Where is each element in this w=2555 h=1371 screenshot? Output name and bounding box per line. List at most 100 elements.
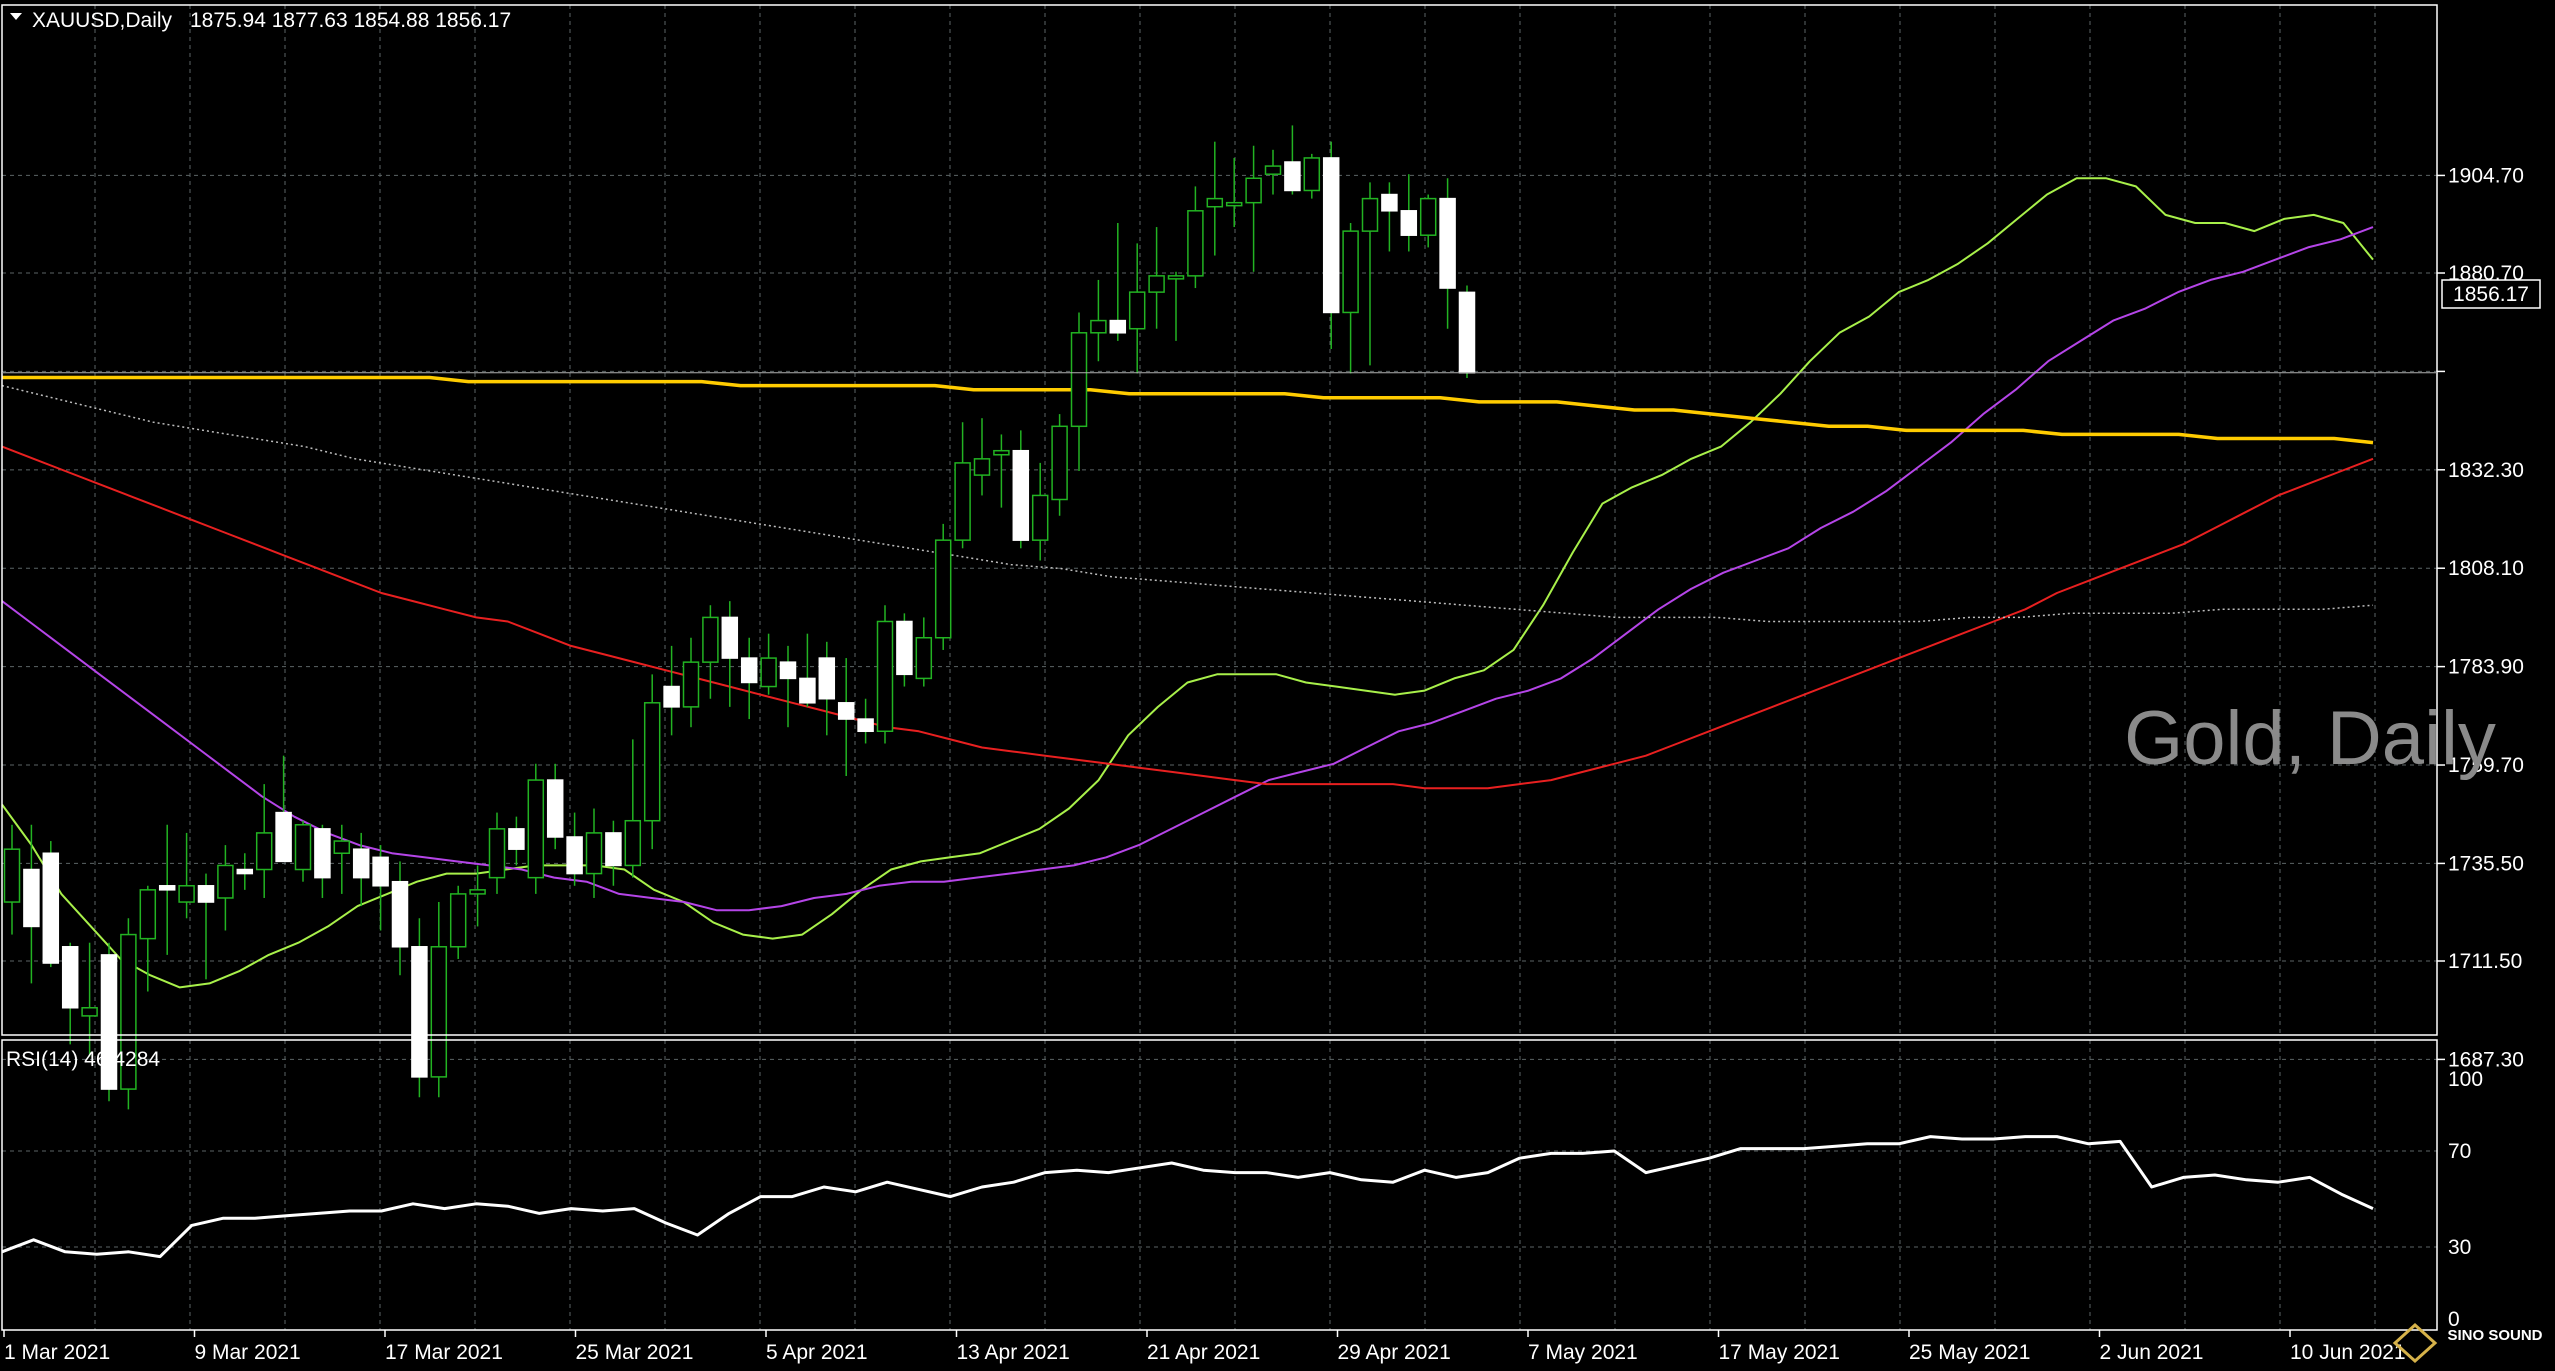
brand-name: SINO SOUND: [2447, 1327, 2542, 1344]
candle: [1303, 153, 1321, 199]
rsi-tick-label: 0: [2448, 1308, 2460, 1331]
bearish-candle-body: [158, 885, 176, 891]
bearish-candle-body: [1109, 319, 1127, 334]
price-tick-label: 1687.30: [2448, 1048, 2524, 1071]
rsi-line: [1, 1135, 2374, 1259]
rsi-panel-frame: [1, 1039, 2438, 1331]
candle: [760, 633, 777, 695]
symbol-header[interactable]: XAUUSD,Daily 1875.94 1877.63 1854.88 185…: [10, 9, 511, 32]
date-tick-label: 25 Mar 2021: [576, 1341, 694, 1364]
bullish-candle-body: [1128, 291, 1146, 330]
candle: [1419, 194, 1437, 248]
candle: [158, 824, 176, 955]
bullish-candle-body: [1051, 425, 1068, 501]
symbol-label: XAUUSD,Daily: [32, 9, 173, 32]
bullish-candle-body: [1303, 157, 1321, 192]
bearish-candle-body: [818, 657, 836, 700]
bullish-candle-body: [702, 616, 719, 663]
bullish-candle-body: [333, 840, 351, 854]
bullish-candle-body: [1419, 197, 1437, 236]
price-tick-label: 1711.50: [2448, 950, 2522, 973]
bearish-candle-body: [663, 685, 680, 708]
bullish-candle-body: [585, 832, 603, 875]
bullish-candle-body: [430, 946, 448, 1078]
candle: [1400, 174, 1418, 252]
bullish-candle-body: [139, 889, 157, 940]
candle: [1361, 182, 1379, 366]
date-tick-label: 25 May 2021: [1909, 1341, 2030, 1364]
bullish-candle-body: [934, 539, 952, 639]
bullish-candle-body: [3, 848, 21, 903]
bearish-candle-body: [391, 880, 409, 948]
bullish-candle-body: [469, 889, 486, 895]
bullish-candle-body: [915, 636, 933, 680]
candle: [255, 784, 273, 898]
candle: [973, 418, 991, 496]
bearish-candle-body: [740, 657, 758, 684]
candle: [1031, 462, 1049, 561]
candle: [915, 617, 933, 687]
bearish-candle-body: [1458, 291, 1476, 374]
bearish-candle-body: [1381, 193, 1398, 212]
candle: [663, 645, 680, 736]
rsi-label: RSI(14) 46.4284: [6, 1048, 160, 1071]
bearish-candle-body: [605, 832, 622, 867]
candle: [411, 918, 428, 1098]
candle: [605, 820, 622, 886]
price-tick-label: 1904.70: [2448, 164, 2524, 187]
bullish-candle-body: [1206, 197, 1224, 208]
candle: [391, 861, 409, 976]
candle: [527, 763, 545, 894]
bullish-candle-body: [624, 819, 642, 867]
candle: [1439, 178, 1456, 329]
date-tick-label: 10 Jun 2021: [2290, 1341, 2406, 1364]
candle: [1381, 182, 1398, 252]
rsi-panel: [1, 1135, 2374, 1259]
date-tick-label: 1 Mar 2021: [4, 1341, 110, 1364]
candle: [702, 605, 719, 699]
candle: [1284, 125, 1301, 195]
bearish-candle-body: [61, 946, 79, 1009]
bullish-candle-body: [760, 657, 777, 688]
candle: [837, 658, 855, 776]
date-tick-label: 5 Apr 2021: [766, 1341, 868, 1364]
bullish-candle-body: [81, 1007, 98, 1017]
bullish-candle-body: [1148, 275, 1165, 293]
date-tick-label: 7 May 2021: [1528, 1341, 1638, 1364]
candle: [430, 902, 448, 1098]
candle: [178, 832, 195, 919]
candle: [721, 601, 739, 707]
candle: [1458, 285, 1476, 379]
bearish-candle-body: [799, 677, 816, 704]
candle: [372, 845, 389, 931]
candle: [1109, 223, 1127, 341]
dropdown-triangle-icon[interactable]: [10, 13, 22, 20]
candle: [1051, 414, 1068, 516]
bullish-candle-body: [488, 828, 506, 879]
bullish-candle-body: [120, 933, 137, 1090]
date-tick-label: 9 Mar 2021: [195, 1341, 301, 1364]
bullish-candle-body: [954, 462, 971, 541]
price-tick-label: 1808.10: [2448, 557, 2524, 580]
candle: [488, 812, 506, 894]
date-tick-label: 29 Apr 2021: [1338, 1341, 1451, 1364]
bearish-candle-body: [566, 836, 583, 875]
rsi-tick-label: 100: [2448, 1068, 2483, 1091]
candle: [1342, 223, 1359, 374]
candle: [1167, 271, 1185, 341]
bullish-candle-body: [1225, 201, 1243, 207]
candle: [546, 763, 564, 850]
candle: [1206, 141, 1224, 256]
bullish-candle-body: [1167, 275, 1185, 280]
current-price-label: 1856.17: [2453, 283, 2529, 306]
bullish-candle-body: [876, 620, 894, 733]
candle: [1090, 279, 1107, 362]
bearish-candle-body: [411, 946, 428, 1078]
bearish-candle-body: [23, 868, 40, 928]
bearish-candle-body: [1322, 157, 1340, 314]
candle: [954, 422, 971, 549]
bullish-candle-body: [643, 702, 661, 822]
date-tick-label: 21 Apr 2021: [1147, 1341, 1260, 1364]
bullish-candle-body: [294, 824, 312, 871]
